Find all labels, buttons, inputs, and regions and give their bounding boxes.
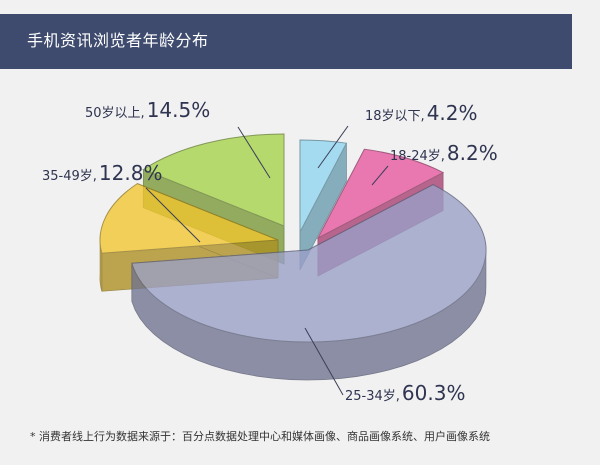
slice-category-2: 25-34岁, (345, 389, 400, 404)
chart-title-bar: 手机资讯浏览者年龄分布 (0, 14, 572, 69)
slice-label-0: 18岁以下, 4.2% (365, 101, 478, 125)
pie-slices (99, 133, 487, 381)
leader-line-4 (237, 126, 271, 179)
slice-label-3: 35-49岁, 12.8% (42, 161, 162, 185)
leader-line-1 (371, 165, 389, 186)
pie-slice-2 (131, 183, 487, 381)
chart-title: 手机资讯浏览者年龄分布 (27, 31, 209, 50)
slice-value-1: 8.2% (447, 141, 498, 165)
slice-label-4: 50岁以上, 14.5% (85, 98, 210, 122)
slice-value-0: 4.2% (427, 101, 478, 125)
slice-label-2: 25-34岁, 60.3% (345, 381, 465, 405)
pie-labels: 18岁以下, 4.2% 18-24岁, 8.2% 25-34岁, 60.3% 35-49岁,… (42, 98, 498, 405)
slice-value-4: 14.5% (147, 98, 211, 122)
slice-value-2: 60.3% (402, 381, 466, 405)
leader-line-3 (145, 187, 201, 243)
leader-line-2 (304, 327, 344, 396)
slice-category-1: 18-24岁, (390, 149, 445, 164)
slice-value-3: 12.8% (99, 161, 163, 185)
pie-chart: 18岁以下, 4.2% 18-24岁, 8.2% 25-34岁, 60.3% 35-49岁,… (42, 98, 498, 405)
footnote: * 消费者线上行为数据来源于：百分点数据处理中心和媒体画像、商品画像系统、用户画… (30, 430, 490, 443)
slice-label-1: 18-24岁, 8.2% (390, 141, 498, 165)
slice-category-3: 35-49岁, (42, 169, 97, 184)
leader-line-0 (317, 125, 349, 169)
slice-category-0: 18岁以下, (365, 109, 425, 124)
slice-category-4: 50岁以上, (85, 106, 145, 121)
